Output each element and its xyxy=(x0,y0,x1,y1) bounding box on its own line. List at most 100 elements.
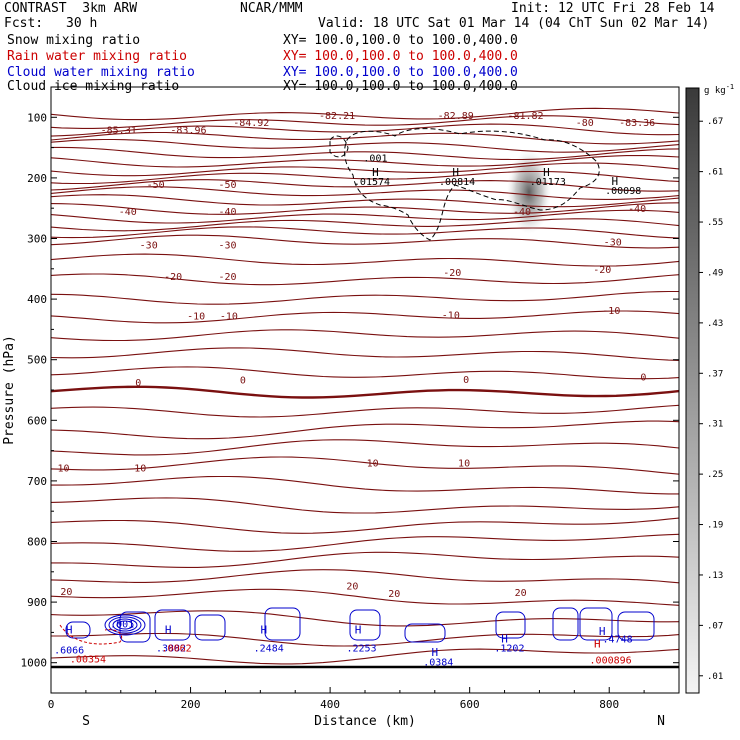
isotherm-label: -50 xyxy=(219,180,237,191)
isotherm-line xyxy=(51,632,679,647)
colorbar-tick-label: .55 xyxy=(707,218,723,228)
forecast-hour: 30 h xyxy=(66,16,98,31)
isotherm-line xyxy=(51,551,679,568)
isotherm-label: -40 xyxy=(119,207,137,218)
x-tick-label: 800 xyxy=(599,698,619,711)
isotherm-line xyxy=(51,475,679,495)
cloud-water-contour xyxy=(264,607,301,641)
isotherm-line xyxy=(51,517,679,534)
isotherm-label: -83.96 xyxy=(170,125,206,136)
cloud-water-core xyxy=(108,616,142,634)
isotherm-label: -30 xyxy=(219,241,237,252)
colorbar-tick-label: .49 xyxy=(707,268,723,278)
colorbar-tick-label: .13 xyxy=(707,571,723,581)
temperature-contours xyxy=(51,107,679,665)
cloud-ice-label: .001 xyxy=(363,153,387,164)
isotherm-line xyxy=(51,138,679,153)
cloud-ice-label: .00814 xyxy=(439,177,475,188)
cloud-water-label: H xyxy=(431,646,438,659)
colorbar-tick-label: .01 xyxy=(707,672,723,682)
isotherm-line xyxy=(51,202,679,215)
colorbar-tick-label: .07 xyxy=(707,621,723,631)
y-tick-label: 200 xyxy=(27,172,47,185)
cloud-water-contour xyxy=(617,611,655,641)
isotherm-line xyxy=(51,385,679,399)
isotherm-line xyxy=(51,497,679,514)
y-axis-title: Pressure (hPa) xyxy=(2,335,17,445)
x-tick-label: 600 xyxy=(460,698,480,711)
cloud-ice-contours xyxy=(329,128,600,241)
isotherm-label: 20 xyxy=(388,589,400,600)
isotherm-line xyxy=(51,290,679,305)
isotherm-line xyxy=(51,234,679,249)
init-time: Init: 12 UTC Fri 28 Feb 14 xyxy=(511,1,715,16)
cloud-water-label: H xyxy=(501,632,508,645)
x-tick-label: 200 xyxy=(181,698,201,711)
y-tick-label: 800 xyxy=(27,536,47,549)
isotherm-label: -40 xyxy=(219,207,237,218)
y-tick-label: 900 xyxy=(27,596,47,609)
x-tick-label: 0 xyxy=(48,698,55,711)
isotherm-label: -30 xyxy=(140,241,158,252)
colorbar-tick-label: .67 xyxy=(707,117,723,127)
y-tick-label: 100 xyxy=(27,111,47,124)
isotherm-label: -83.36 xyxy=(619,118,655,129)
isotherm-line xyxy=(51,347,679,361)
cloud-water-label: .6066 xyxy=(54,645,84,656)
isotherm-line xyxy=(51,170,679,185)
isotherm-label: -84.92 xyxy=(233,118,269,129)
cloud-water-label: .0384 xyxy=(423,657,453,668)
isotherm-label: -30 xyxy=(604,238,622,249)
rain-label: H xyxy=(594,637,601,650)
colorbar-tick-label: .43 xyxy=(707,319,723,329)
y-tick-label: 500 xyxy=(27,354,47,367)
isotherm-label: -50 xyxy=(147,180,165,191)
field-cloudwater-xy: XY= 100.0,100.0 to 100.0,400.0 xyxy=(283,65,518,80)
cloud-water-core xyxy=(116,620,134,630)
valid-time: Valid: 18 UTC Sat 01 Mar 14 (04 ChT Sun … xyxy=(318,16,710,31)
isotherm-label: -20 xyxy=(219,272,237,283)
isotherm-label: 10 xyxy=(58,464,70,475)
cloud-ice-outline xyxy=(344,128,600,241)
isotherm-line xyxy=(51,404,679,418)
isotherm-line xyxy=(51,456,679,475)
cloud-water-label: .2484 xyxy=(254,644,284,655)
cloud-water-label: H xyxy=(355,623,362,636)
isotherm-label: 10 xyxy=(367,459,379,470)
rain-label: .000896 xyxy=(590,656,632,667)
isotherm-label: 0 xyxy=(240,376,246,387)
isotherm-label: -10 xyxy=(442,310,460,321)
y-tick-label: 700 xyxy=(27,475,47,488)
model-title: CONTRAST 3km ARW xyxy=(4,1,138,16)
x-tick-label: 400 xyxy=(320,698,340,711)
isotherm-line xyxy=(51,329,679,342)
cloud-water-contour xyxy=(349,609,381,641)
isotherm-label: 20 xyxy=(60,587,72,598)
cloud-ice-label: H xyxy=(611,175,618,188)
x-axis-title: Distance (km) xyxy=(314,714,416,729)
cloud-water-contour xyxy=(404,623,446,643)
cloud-water-core xyxy=(104,614,146,636)
isotherm-line xyxy=(51,179,679,192)
colorbar-tick-label: .25 xyxy=(707,470,723,480)
isotherm-label: 0 xyxy=(463,375,469,386)
cloud-ice-label: H xyxy=(543,166,550,179)
isotherm-line xyxy=(51,146,679,161)
isotherm-label: 10 xyxy=(458,459,470,470)
rain-label: .0062 xyxy=(162,644,192,655)
rain-label: .00354 xyxy=(70,654,106,665)
cloud-water-contour xyxy=(495,611,526,639)
isotherm-label: 20 xyxy=(515,588,527,599)
isotherm-line xyxy=(51,162,679,177)
cloud-ice-label: .00098 xyxy=(605,186,641,197)
cloud-water-contour xyxy=(119,611,151,643)
y-tick-label: 1000 xyxy=(21,657,48,670)
cloud-water-contour xyxy=(579,607,613,641)
isotherm-label: -80 xyxy=(576,118,594,129)
cloud-ice-label: H xyxy=(372,166,379,179)
x-end-right: N xyxy=(657,714,665,729)
cloud-water-label: .4748 xyxy=(603,634,633,645)
cloud-ice-label: H xyxy=(452,166,459,179)
